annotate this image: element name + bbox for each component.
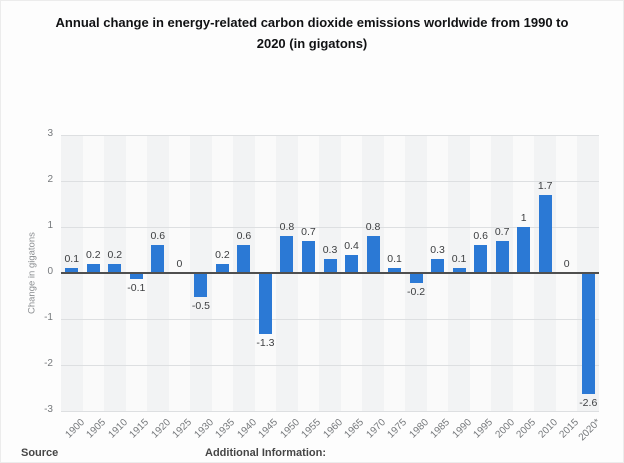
x-tick-label: 1975: [385, 417, 410, 441]
x-tick-label: 1960: [321, 417, 345, 441]
x-tick-label: 1900: [63, 417, 87, 441]
source-label: Source: [21, 447, 59, 459]
bar-1930: [194, 274, 208, 297]
bar-2020*: [581, 274, 595, 394]
bar-1920: [151, 245, 165, 273]
x-tick-label: 1930: [192, 417, 216, 441]
x-tick-label: 2010: [536, 417, 560, 441]
bar-value-label: 0.7: [494, 225, 510, 238]
additional-info-label: Additional Information:: [205, 447, 326, 459]
bar-1935: [215, 263, 229, 273]
bar-1965: [345, 254, 359, 273]
bar-value-label: 0.8: [365, 221, 381, 234]
zero-line: [61, 272, 599, 274]
x-tick-label: 1920: [149, 417, 173, 441]
bar-value-label: 0.3: [322, 244, 338, 257]
x-tick-label: 1990: [450, 417, 474, 441]
x-tick-label: 1965: [342, 417, 367, 441]
x-tick-label: 1935: [213, 417, 238, 441]
bar-value-label: -0.5: [191, 300, 210, 312]
bar-2000: [495, 240, 509, 273]
bar-value-label: 0.2: [215, 248, 230, 261]
y-tick-label: 0: [47, 266, 53, 277]
bar-value-label: 0: [176, 258, 183, 270]
x-tick-label: 1980: [407, 417, 431, 441]
bar-2005: [517, 227, 531, 273]
bar-value-label: 0.2: [107, 248, 123, 261]
y-tick-label: 1: [47, 220, 53, 231]
bar-value-label: 0.7: [301, 225, 316, 238]
bar-2010: [538, 194, 552, 273]
bar-value-label: 0.1: [451, 253, 467, 266]
bar-1955: [301, 240, 315, 273]
bar-value-label: 0.4: [344, 239, 359, 252]
bar-value-label: 0.2: [85, 248, 101, 261]
x-tick-label: 2000: [493, 417, 517, 441]
x-tick-label: 1970: [364, 417, 388, 441]
chart-title-line2: 2020 (in gigatons): [256, 36, 368, 51]
bar-value-label: 0: [563, 258, 570, 270]
x-tick-label: 1915: [127, 417, 152, 441]
chart-title-line1: Annual change in energy-related carbon d…: [55, 15, 569, 30]
bar-1915: [129, 274, 143, 279]
gridline: [61, 181, 599, 182]
x-tick-label: 1940: [235, 417, 259, 441]
bar-1985: [431, 259, 445, 273]
x-tick-label: 1945: [256, 417, 281, 441]
y-tick-label: 3: [47, 128, 53, 139]
bar-value-label: 0.6: [473, 230, 488, 243]
bar-1980: [409, 274, 423, 284]
plot-area: 0.1 0.2 0.2 -0.1 0.6 0 -0.5 0.2 0.6 -1.3 0.8 0.7 0.3…: [61, 135, 599, 412]
bar-1990: [452, 268, 466, 273]
source-block: Source IEA © Statista 2020: [21, 446, 96, 462]
gridline: [61, 411, 599, 412]
bar-1910: [108, 263, 122, 273]
bar-1995: [474, 245, 488, 273]
y-tick-label: -1: [44, 312, 53, 323]
bar-1975: [388, 268, 402, 273]
gridline: [61, 365, 599, 366]
x-tick-label: 1910: [106, 417, 130, 441]
bar-1945: [258, 274, 272, 334]
plot-region: Change in gigatons 3 2 1 0 -1 -2 -3 0.1 0.2 0.2-…: [1, 61, 623, 443]
gridline: [61, 135, 599, 136]
gridline: [61, 319, 599, 320]
bar-1905: [86, 263, 100, 273]
x-tick-label: 1905: [84, 417, 109, 441]
x-tick-label: 1925: [170, 417, 195, 441]
y-tick-label: -2: [44, 358, 53, 369]
x-tick-label: 1950: [278, 417, 302, 441]
y-tick-label: 2: [47, 174, 53, 185]
chart-title: Annual change in energy-related carbon d…: [1, 12, 623, 54]
bar-value-label: -1.3: [256, 336, 275, 349]
y-tick-label: -3: [44, 404, 53, 415]
bar-value-label: 1: [520, 212, 527, 224]
gridline: [61, 227, 599, 228]
bar-value-label: -2.6: [579, 396, 598, 409]
bar-value-label: 1.7: [537, 179, 553, 192]
bar-1900: [65, 268, 79, 273]
bar-1970: [366, 236, 380, 273]
bar-value-label: 0.3: [430, 244, 445, 257]
bar-value-label: -0.1: [127, 281, 146, 294]
bar-value-label: -0.2: [407, 286, 426, 299]
x-tick-label: 2020*: [576, 417, 604, 444]
bar-1940: [237, 245, 251, 273]
bar-1960: [323, 259, 337, 273]
bar-1950: [280, 236, 294, 273]
x-tick-label: 1955: [299, 417, 324, 441]
x-tick-label: 1995: [471, 417, 496, 441]
bar-value-label: 0.6: [150, 230, 166, 243]
additional-info-block: Additional Information: Worldwide; 1990 …: [205, 446, 327, 462]
bar-value-label: 0.6: [236, 230, 252, 243]
bar-value-label: 0.1: [387, 253, 402, 266]
bar-value-label: 0.8: [279, 221, 295, 234]
x-tick-label: 1985: [428, 417, 453, 441]
bar-value-label: 0.1: [64, 253, 80, 266]
x-tick-label: 2005: [514, 417, 539, 441]
